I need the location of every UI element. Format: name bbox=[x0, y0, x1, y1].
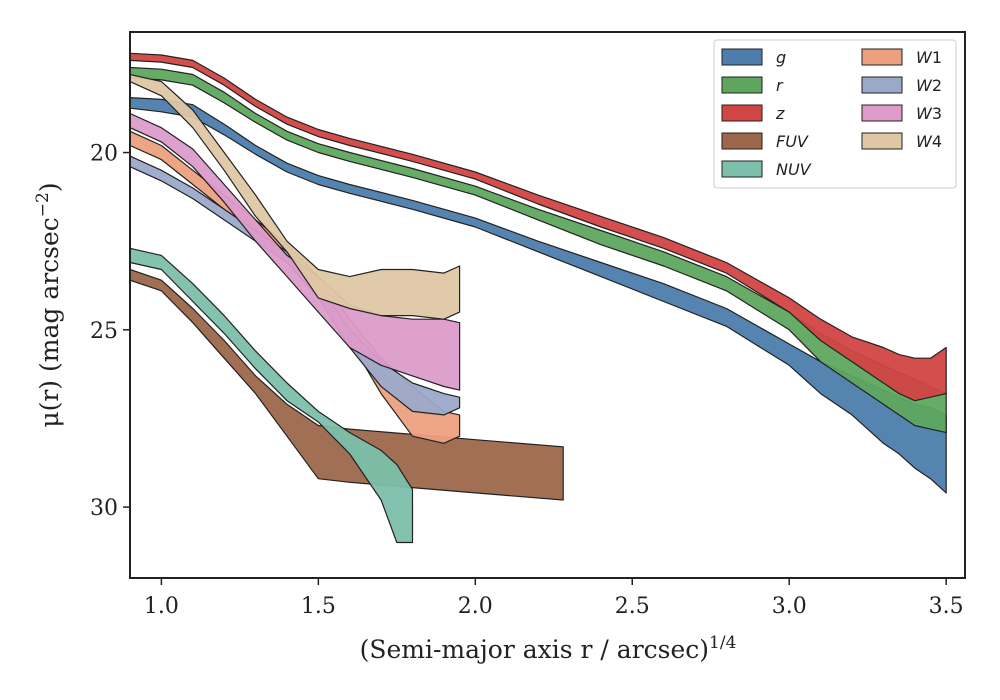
legend-label-w3: W3 bbox=[916, 104, 942, 123]
plot-frame bbox=[129, 31, 966, 579]
x-tick-label: 2.5 bbox=[615, 594, 650, 619]
legend-label-fuv: FUV bbox=[776, 132, 809, 151]
legend-swatch-w4 bbox=[861, 132, 903, 150]
legend-swatch-z bbox=[721, 104, 763, 122]
legend-label-w4: W4 bbox=[916, 132, 942, 151]
legend-label-z: z bbox=[775, 104, 785, 123]
legend-swatch-fuv bbox=[721, 132, 763, 150]
y-axis-label: μ(r) (mag arcsec−2) bbox=[33, 182, 64, 427]
x-tick-label: 1.5 bbox=[301, 594, 336, 619]
profile-bands bbox=[130, 52, 947, 544]
y-tick-label: 20 bbox=[90, 142, 118, 167]
legend-label-w2: W2 bbox=[916, 76, 942, 95]
legend-swatch-w3 bbox=[861, 104, 903, 122]
legend-label-r: r bbox=[776, 76, 784, 95]
band-w4 bbox=[130, 73, 461, 320]
x-tick-label: 2.0 bbox=[458, 594, 493, 619]
band-r bbox=[130, 66, 947, 434]
x-tick-label: 3.0 bbox=[772, 594, 807, 619]
band-g bbox=[130, 96, 947, 494]
band-w3 bbox=[130, 112, 461, 391]
legend-label-w1: W1 bbox=[916, 48, 942, 67]
legend-swatch-w2 bbox=[861, 76, 903, 94]
x-axis-ticks: 1.0 1.5 2.0 2.5 3.0 3.5 bbox=[144, 578, 964, 619]
y-axis-ticks: 20 25 30 bbox=[90, 142, 130, 521]
band-z bbox=[130, 52, 947, 402]
x-tick-label: 1.0 bbox=[144, 594, 179, 619]
y-tick-label: 25 bbox=[90, 319, 118, 344]
legend-swatch-r bbox=[721, 76, 763, 94]
legend-swatch-nuv bbox=[721, 160, 763, 178]
band-nuv bbox=[130, 247, 414, 544]
legend-label-g: g bbox=[776, 48, 786, 67]
legend: grz FUV NUV W1 W2 W3 W4 bbox=[713, 39, 957, 189]
band-fuv bbox=[130, 268, 564, 501]
x-axis-label: (Semi-major axis r / arcsec)1/4 bbox=[360, 633, 737, 664]
legend-label-nuv: NUV bbox=[776, 160, 812, 179]
y-tick-label: 30 bbox=[90, 496, 118, 521]
legend-swatch-w1 bbox=[861, 48, 903, 66]
x-tick-label: 3.5 bbox=[929, 594, 964, 619]
legend-swatch-g bbox=[721, 48, 763, 66]
